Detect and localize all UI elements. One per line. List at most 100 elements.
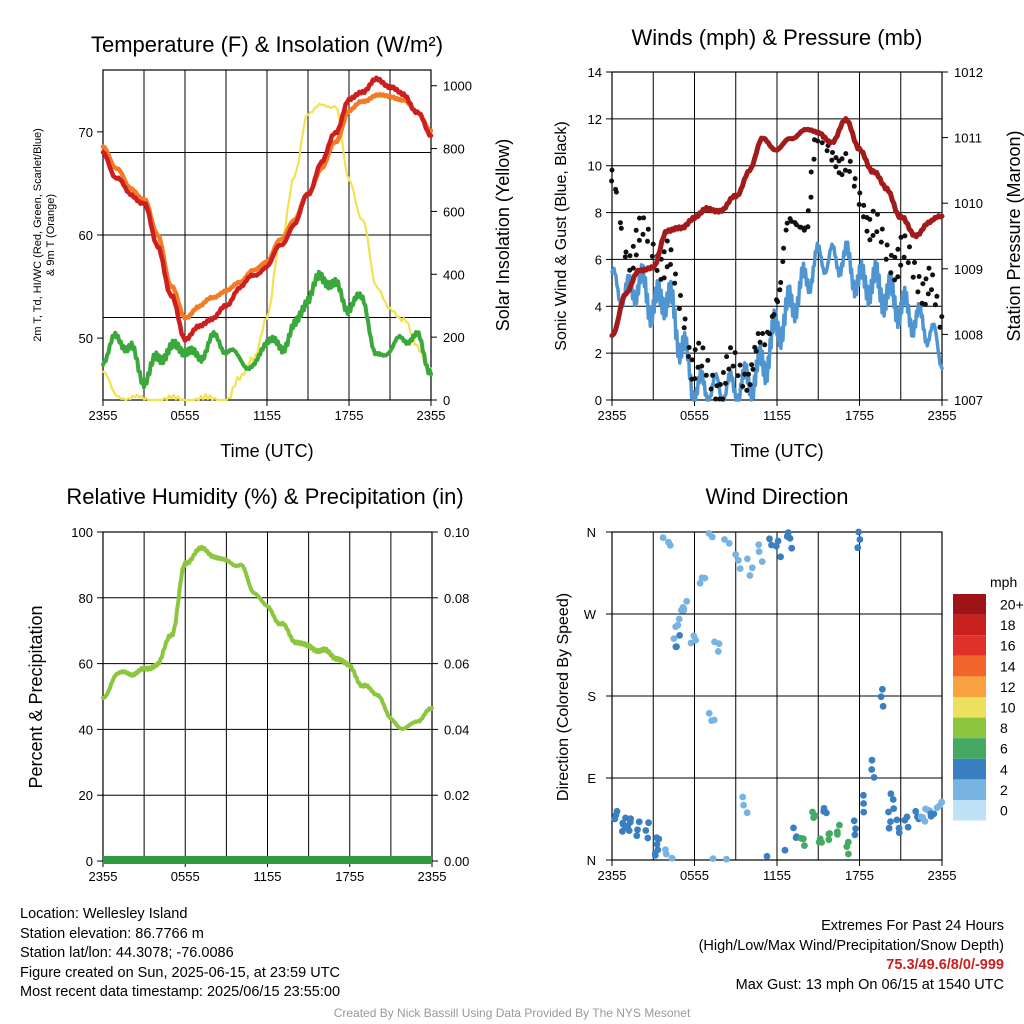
winds-title: Winds (mph) & Pressure (mb) — [632, 25, 923, 50]
gust-point — [808, 169, 814, 175]
pressure-line — [609, 116, 945, 339]
direction-point — [774, 537, 782, 545]
direction-point — [633, 832, 641, 840]
direction-point — [710, 716, 718, 724]
x-tick-label: 2355 — [89, 408, 118, 423]
gust-point — [645, 238, 650, 244]
y-tick-label: 20 — [79, 788, 93, 803]
gust-point — [839, 156, 845, 162]
y2-tick-label: 600 — [443, 204, 465, 219]
direction-point — [860, 791, 867, 799]
gust-point — [737, 362, 743, 368]
gust-point — [752, 344, 758, 350]
gust-point — [700, 345, 706, 351]
direction-point — [777, 553, 784, 561]
gust-point — [622, 254, 628, 260]
gust-point — [682, 316, 688, 322]
direction-point — [844, 838, 852, 846]
x-tick-label: 2355 — [598, 408, 627, 423]
gust-point — [930, 272, 936, 278]
direction-point — [635, 818, 643, 826]
gust-point — [689, 357, 695, 363]
direction-point — [740, 801, 747, 809]
gust-point — [676, 306, 682, 312]
y-tick-label: 60 — [79, 228, 93, 243]
gust-point — [627, 253, 633, 259]
gust-point — [784, 220, 790, 226]
sonic-wind-line — [610, 240, 944, 402]
y-tick-label: 12 — [588, 112, 602, 127]
y-tick-label: N — [587, 853, 596, 868]
gust-point — [805, 208, 811, 214]
gust-point — [892, 277, 898, 283]
y2-tick-label: 400 — [443, 267, 465, 282]
y-tick-label: 10 — [588, 159, 602, 174]
y-tick-label: W — [584, 607, 597, 622]
gust-point — [755, 331, 761, 337]
gust-point — [760, 331, 766, 336]
gust-point — [630, 243, 636, 249]
direction-point — [746, 572, 754, 579]
y-tick-label: 70 — [79, 125, 93, 140]
gust-point — [916, 274, 922, 279]
gust-point — [839, 172, 845, 178]
gust-point — [649, 253, 655, 259]
gust-point — [710, 372, 716, 378]
x-tick-label: 0555 — [171, 869, 200, 884]
direction-point — [851, 831, 859, 839]
direction-point — [895, 829, 903, 837]
x-tick-label: 1155 — [253, 408, 281, 423]
gust-point — [732, 350, 738, 356]
humidity-ylabel: Percent & Precipitation — [26, 605, 46, 788]
direction-point — [721, 536, 728, 543]
gust-point — [884, 242, 890, 248]
direction-point — [725, 539, 733, 547]
y2-tick-label: 0.00 — [444, 854, 469, 869]
colorbar-label: 18 — [1000, 617, 1016, 633]
y2-tick-label: 0 — [443, 393, 450, 408]
gust-point — [746, 371, 751, 377]
direction-point — [826, 830, 834, 837]
gust-point — [750, 366, 756, 372]
gust-point — [703, 372, 709, 378]
direction-point — [723, 855, 730, 863]
gust-point — [847, 169, 852, 174]
gust-point — [833, 164, 839, 170]
direction-point — [933, 804, 941, 812]
direction-point — [889, 796, 897, 803]
colorbar-swatch — [953, 800, 986, 821]
direction-point — [879, 702, 887, 710]
temperature-panel: 2355 0555 1155 1755 2355 50 60 70 0 200 400 600 800 1… — [32, 32, 513, 461]
location-text: Location: Wellesley Island — [20, 906, 188, 922]
gust-point — [781, 245, 787, 251]
direction-point — [613, 807, 621, 815]
gust-point — [753, 348, 759, 354]
direction-point — [683, 597, 691, 605]
direction-point — [792, 834, 800, 841]
gust-point — [912, 260, 917, 265]
direction-point — [845, 850, 852, 858]
x-tick-label: 0555 — [680, 408, 709, 423]
direction-point — [758, 558, 766, 565]
temperature-ylabel-line1: 2m T, Td, HI/WC (Red, Green, Scarlet/Blu… — [32, 128, 44, 342]
gust-point — [905, 260, 911, 266]
y2-tick-label: 0.10 — [444, 525, 469, 540]
gust-point — [717, 382, 723, 387]
gust-point — [728, 345, 733, 351]
gust-point — [898, 234, 904, 240]
y-tick-label: S — [587, 689, 596, 704]
gust-point — [926, 265, 932, 271]
gust-point — [696, 340, 702, 346]
direction-point — [651, 852, 659, 859]
direction-point — [705, 709, 713, 717]
latlon-text: Station lat/lon: 44.3078; -76.0086 — [20, 945, 234, 961]
gust-point — [780, 259, 786, 265]
colorbar-swatch — [953, 635, 986, 656]
x-tick-label: 1755 — [335, 869, 364, 884]
direction-point — [860, 800, 867, 807]
gust-point — [686, 345, 692, 350]
extremes-values: 75.3/49.6/8/0/-999 — [886, 957, 1004, 973]
gust-point — [842, 167, 848, 173]
y2-tick-label: 200 — [443, 330, 465, 345]
direction-point — [781, 846, 789, 854]
